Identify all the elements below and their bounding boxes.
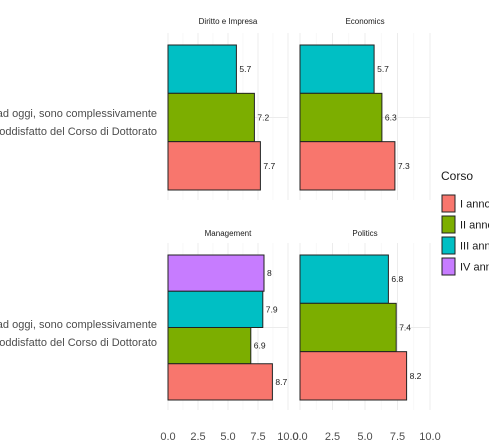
bar-i-anno: [167, 141, 261, 191]
legend-key: [441, 236, 456, 255]
facet-title: Management: [205, 229, 252, 238]
bar-value-label: 7.3: [398, 161, 410, 171]
bar-iii-anno: [167, 44, 237, 94]
bar-value-label: 7.2: [257, 113, 269, 123]
x-tick-label: 0.0: [160, 431, 175, 443]
bar-value-label: 6.9: [254, 341, 266, 351]
bar-ii-anno: [167, 92, 255, 143]
x-tick-label: 2.5: [325, 431, 340, 443]
y-category-label-line2: soddisfatto del Corso di Dottorato: [0, 337, 157, 349]
legend-key: [441, 194, 456, 213]
legend-key: [441, 215, 456, 234]
facet-panel: Management 8 7.9 6.9 8.7: [167, 229, 289, 410]
bar-value-label: 5.7: [239, 64, 251, 74]
bar-iii-anno: [299, 44, 375, 94]
x-tick-label: 0.0: [292, 431, 307, 443]
facet-title: Politics: [352, 229, 377, 238]
bar-value-label: 8: [267, 268, 272, 278]
legend-label: III anno: [460, 241, 489, 253]
facet-title: Economics: [345, 17, 384, 26]
legend-key: [441, 257, 456, 276]
panels: Diritto e Impresa 5.7 7.2 7.7 Economics 5.7 6.…: [167, 17, 431, 410]
bar-ii-anno: [299, 92, 383, 143]
bar-value-label: 8.7: [275, 377, 287, 387]
bar-value-label: 7.9: [266, 304, 278, 314]
x-tick-label: 10.0: [419, 431, 440, 443]
bar-value-label: 7.4: [399, 323, 411, 333]
x-axes: 0.0 2.5 5.0 7.5 10.00.0 2.5 5.0 7.5 10.0: [160, 431, 440, 443]
y-category-label-line1: Sino ad oggi, sono complessivamente: [0, 319, 157, 331]
x-tick-label: 2.5: [190, 431, 205, 443]
legend: Corso I anno II anno III anno IV anno: [441, 169, 489, 276]
facet-panel: Diritto e Impresa 5.7 7.2 7.7: [167, 17, 289, 200]
legend-title: Corso: [441, 169, 473, 183]
y-axis-label-bottom: Sino ad oggi, sono complessivamente sodd…: [0, 319, 157, 349]
y-axis-label-top: Sino ad oggi, sono complessivamente sodd…: [0, 108, 157, 138]
x-tick-label: 5.0: [357, 431, 372, 443]
y-category-label-line1: Sino ad oggi, sono complessivamente: [0, 108, 157, 120]
bar-value-label: 6.3: [385, 113, 397, 123]
bar-i-anno: [167, 363, 273, 401]
facet-title: Diritto e Impresa: [199, 17, 258, 26]
bar-value-label: 8.2: [410, 371, 422, 381]
bar-i-anno: [299, 351, 408, 401]
bar-ii-anno: [299, 302, 397, 353]
x-tick-label: 5.0: [220, 431, 235, 443]
x-tick-label: 10.0: [277, 431, 298, 443]
facet-panel: Politics 6.8 7.4 8.2: [299, 229, 431, 410]
facet-panel: Economics 5.7 6.3 7.3: [299, 17, 431, 200]
y-category-label-line2: soddisfatto del Corso di Dottorato: [0, 126, 157, 138]
bar-i-anno: [299, 141, 396, 191]
bar-iii-anno: [299, 254, 389, 304]
x-tick-label: 7.5: [390, 431, 405, 443]
bar-value-label: 6.8: [391, 274, 403, 284]
bar-ii-anno: [167, 327, 252, 365]
bar-value-label: 7.7: [263, 161, 275, 171]
legend-label: II anno: [460, 220, 489, 232]
legend-label: IV anno: [460, 262, 489, 274]
bar-iv-anno: [167, 254, 265, 292]
legend-label: I anno: [460, 199, 489, 211]
bar-iii-anno: [167, 290, 264, 328]
bar-value-label: 5.7: [377, 64, 389, 74]
x-tick-label: 7.5: [250, 431, 265, 443]
